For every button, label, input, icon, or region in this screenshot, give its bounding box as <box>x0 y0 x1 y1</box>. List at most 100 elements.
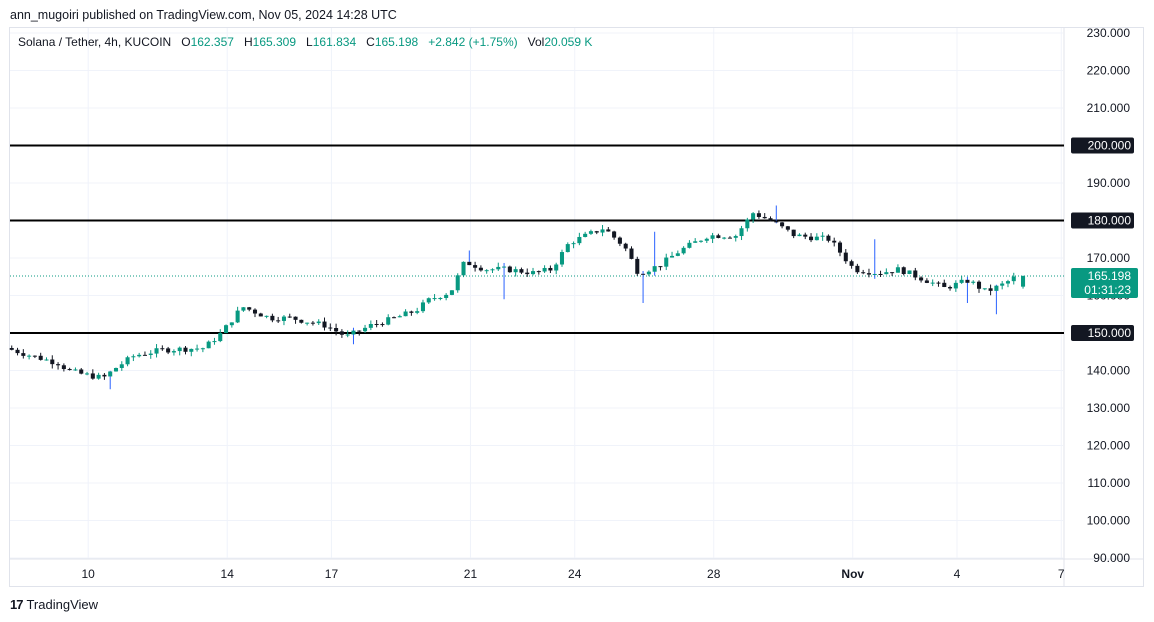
candle-body[interactable] <box>670 255 675 258</box>
candle-body[interactable] <box>391 317 397 319</box>
candle-body[interactable] <box>594 231 599 233</box>
candle-body[interactable] <box>536 271 541 273</box>
candle-body[interactable] <box>73 369 78 371</box>
candle-body[interactable] <box>67 369 72 371</box>
candle-body[interactable] <box>461 261 466 276</box>
candle-body[interactable] <box>357 330 362 332</box>
candle-body[interactable] <box>959 279 964 283</box>
candle-body[interactable] <box>258 313 263 317</box>
candle-body[interactable] <box>247 307 252 310</box>
candle-body[interactable] <box>982 288 987 290</box>
candle-body[interactable] <box>565 244 570 253</box>
candle-body[interactable] <box>710 235 715 239</box>
candle-body[interactable] <box>38 355 43 360</box>
candle-body[interactable] <box>606 229 611 232</box>
candle-body[interactable] <box>809 236 814 241</box>
candle-body[interactable] <box>600 229 605 233</box>
candle-body[interactable] <box>554 264 559 271</box>
candle-body[interactable] <box>397 316 402 318</box>
candle-body[interactable] <box>739 228 744 237</box>
candle-body[interactable] <box>478 267 483 271</box>
candle-body[interactable] <box>948 287 953 289</box>
candle-body[interactable] <box>490 269 495 271</box>
candle-body[interactable] <box>171 351 176 353</box>
candle-body[interactable] <box>652 266 657 272</box>
candle-body[interactable] <box>623 243 628 249</box>
candle-body[interactable] <box>305 322 310 324</box>
candle-body[interactable] <box>32 355 37 357</box>
candle-body[interactable] <box>855 265 860 273</box>
candle-body[interactable] <box>542 267 547 272</box>
candle-body[interactable] <box>988 288 993 291</box>
candle-body[interactable] <box>386 317 391 325</box>
candle-body[interactable] <box>693 241 698 243</box>
candle-body[interactable] <box>142 354 147 356</box>
candle-body[interactable] <box>629 248 634 259</box>
candle-body[interactable] <box>924 280 929 283</box>
candle-body[interactable] <box>895 267 900 273</box>
candle-body[interactable] <box>525 272 530 275</box>
chart-frame[interactable] <box>9 27 1144 587</box>
candle-body[interactable] <box>762 216 767 219</box>
candle-body[interactable] <box>409 311 414 313</box>
candle-body[interactable] <box>455 275 460 291</box>
candle-body[interactable] <box>675 253 680 256</box>
candle-body[interactable] <box>484 270 489 272</box>
candle-body[interactable] <box>698 240 704 242</box>
candle-body[interactable] <box>716 235 721 238</box>
candle-body[interactable] <box>612 231 617 238</box>
candle-body[interactable] <box>374 323 379 325</box>
candle-body[interactable] <box>281 316 286 321</box>
candle-body[interactable] <box>235 310 240 323</box>
candle-body[interactable] <box>890 272 895 274</box>
candle-body[interactable] <box>96 374 101 379</box>
candle-body[interactable] <box>299 319 304 323</box>
candle-body[interactable] <box>919 277 924 281</box>
candle-body[interactable] <box>339 331 344 335</box>
candle-body[interactable] <box>646 271 651 275</box>
candle-body[interactable] <box>61 365 66 370</box>
candle-body[interactable] <box>774 220 779 223</box>
candle-body[interactable] <box>791 229 796 237</box>
candle-body[interactable] <box>50 359 55 365</box>
candle-body[interactable] <box>85 373 90 375</box>
candle-body[interactable] <box>183 347 188 352</box>
candle-body[interactable] <box>843 252 848 262</box>
candle-body[interactable] <box>79 369 84 374</box>
candle-body[interactable] <box>571 243 576 245</box>
candle-body[interactable] <box>200 348 205 350</box>
candle-body[interactable] <box>727 237 732 239</box>
candle-body[interactable] <box>9 348 14 350</box>
candle-body[interactable] <box>137 354 142 357</box>
candle-body[interactable] <box>218 333 223 342</box>
candle-body[interactable] <box>276 320 281 322</box>
candle-body[interactable] <box>832 240 837 243</box>
candle-body[interactable] <box>293 316 298 320</box>
candle-body[interactable] <box>368 323 373 328</box>
candle-body[interactable] <box>287 316 292 318</box>
candle-body[interactable] <box>641 273 646 275</box>
candle-body[interactable] <box>826 235 831 241</box>
candle-body[interactable] <box>119 364 124 368</box>
candle-body[interactable] <box>351 330 356 335</box>
candle-body[interactable] <box>403 311 408 317</box>
candle-body[interactable] <box>849 261 854 266</box>
candle-body[interactable] <box>513 269 518 273</box>
candle-body[interactable] <box>681 247 686 254</box>
candle-body[interactable] <box>577 236 582 244</box>
candle-body[interactable] <box>316 321 321 324</box>
candle-body[interactable] <box>1011 276 1016 282</box>
candle-body[interactable] <box>449 290 454 295</box>
candle-body[interactable] <box>438 297 443 299</box>
candle-body[interactable] <box>530 271 536 275</box>
candle-body[interactable] <box>252 309 258 314</box>
candle-body[interactable] <box>588 231 593 234</box>
candle-body[interactable] <box>971 281 976 283</box>
candle-body[interactable] <box>102 374 107 377</box>
candle-body[interactable] <box>380 324 385 326</box>
candle-body[interactable] <box>328 327 333 329</box>
candle-body[interactable] <box>363 327 368 332</box>
candle-body[interactable] <box>1021 276 1026 287</box>
candle-body[interactable] <box>814 236 819 241</box>
